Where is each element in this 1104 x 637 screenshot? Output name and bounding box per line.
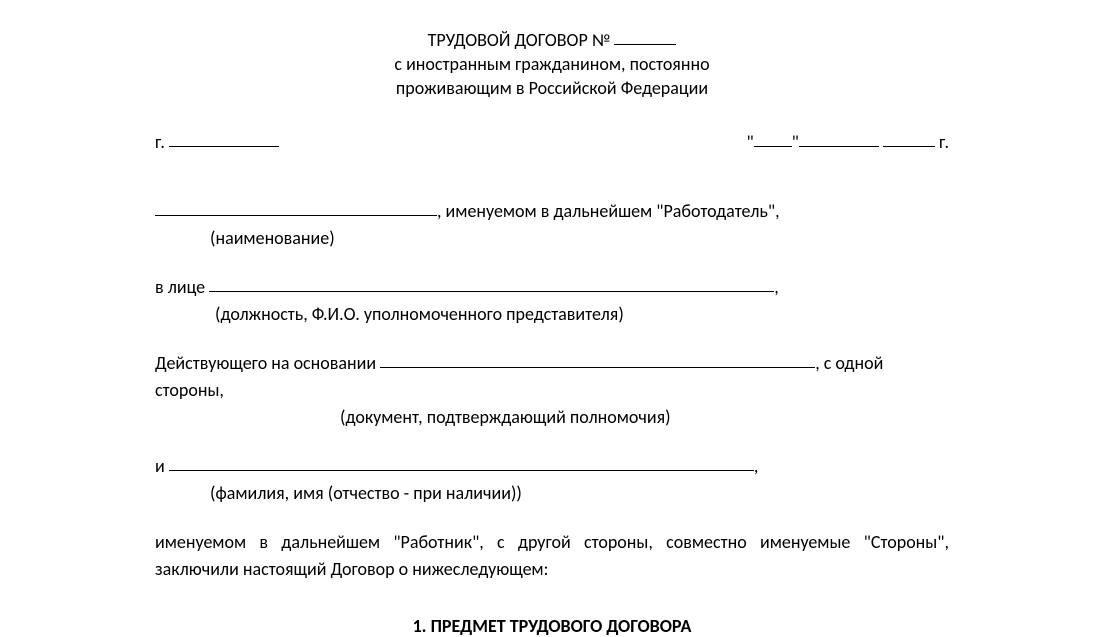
year-blank	[883, 129, 935, 147]
month-blank	[799, 129, 879, 147]
representative-block: в лице , (должность, Ф.И.О. уполномоченн…	[155, 274, 949, 328]
basis-hint: (документ, подтверждающий полномочия)	[155, 404, 949, 431]
and-hint: (фамилия, имя (отчество - при наличии))	[155, 480, 949, 507]
and-block: и , (фамилия, имя (отчество - при наличи…	[155, 453, 949, 507]
employer-hint: (наименование)	[155, 225, 949, 252]
employer-suffix: , именуемом в дальнейшем "Работодатель",	[437, 200, 780, 222]
date-field: " " г.	[746, 130, 949, 153]
title-line-1: ТРУДОВОЙ ДОГОВОР №	[155, 28, 949, 52]
section-1-title: 1. ПРЕДМЕТ ТРУДОВОГО ДОГОВОРА	[155, 615, 949, 637]
basis-block: Действующего на основании , с одной стор…	[155, 350, 949, 431]
date-quote-open: "	[746, 131, 753, 153]
basis-blank	[380, 350, 815, 368]
title-prefix: ТРУДОВОЙ ДОГОВОР №	[428, 29, 615, 51]
closing-paragraph: именуемом в дальнейшем "Работник", с дру…	[155, 529, 949, 583]
representative-prefix: в лице	[155, 276, 209, 298]
city-date-row: г. " " г.	[155, 130, 949, 153]
city-field: г.	[155, 130, 279, 153]
basis-prefix: Действующего на основании	[155, 352, 380, 374]
employer-name-blank	[155, 198, 437, 216]
and-prefix: и	[155, 455, 169, 477]
city-blank	[169, 129, 279, 147]
day-blank	[754, 129, 792, 147]
date-quote-close: "	[792, 131, 799, 153]
employer-block: , именуемом в дальнейшем "Работодатель",…	[155, 198, 949, 252]
representative-suffix: ,	[774, 276, 779, 298]
contract-number-blank	[614, 27, 676, 45]
representative-blank	[209, 274, 774, 292]
year-suffix: г.	[935, 131, 949, 153]
representative-hint: (должность, Ф.И.О. уполномоченного предс…	[155, 301, 949, 328]
and-suffix: ,	[754, 455, 759, 477]
title-line-2: с иностранным гражданином, постоянно	[155, 52, 949, 76]
title-line-3: проживающим в Российской Федерации	[155, 76, 949, 100]
city-prefix: г.	[155, 131, 169, 153]
employee-name-blank	[169, 453, 754, 471]
document-title: ТРУДОВОЙ ДОГОВОР № с иностранным граждан…	[155, 28, 949, 100]
